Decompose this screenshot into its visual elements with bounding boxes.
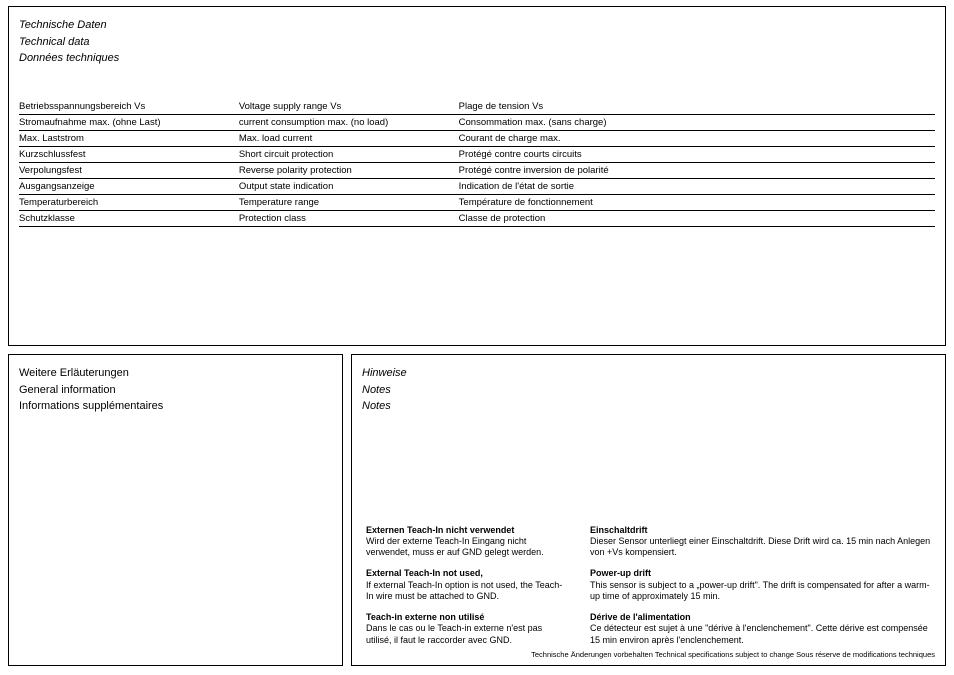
note-body: Wird der externe Teach-In Eingang nicht … <box>366 536 566 559</box>
note-title: Dérive de l'alimentation <box>590 612 931 623</box>
general-info-panel: Weitere Erläuterungen General informatio… <box>8 354 343 666</box>
bottom-row: Weitere Erläuterungen General informatio… <box>8 354 946 666</box>
technical-data-headings: Technische Daten Technical data Données … <box>19 17 935 67</box>
cell-fr: Température de fonctionnement <box>459 194 935 210</box>
note-block: Externen Teach-In nicht verwendet Wird d… <box>366 525 566 559</box>
table-row: TemperaturbereichTemperature rangeTempér… <box>19 194 935 210</box>
heading-en: Technical data <box>19 34 935 51</box>
spec-table-body: Betriebsspannungsbereich VsVoltage suppl… <box>19 97 935 227</box>
cell-en: current consumption max. (no load) <box>239 114 459 130</box>
cell-en: Protection class <box>239 210 459 226</box>
heading-fr: Notes <box>362 398 935 415</box>
cell-fr: Indication de l'état de sortie <box>459 178 935 194</box>
note-body: Dieser Sensor unterliegt einer Einschalt… <box>590 536 931 559</box>
notes-col-a: Externen Teach-In nicht verwendet Wird d… <box>366 525 566 656</box>
note-title: Einschaltdrift <box>590 525 931 536</box>
cell-de: Max. Laststrom <box>19 130 239 146</box>
cell-de: Temperaturbereich <box>19 194 239 210</box>
table-row: VerpolungsfestReverse polarity protectio… <box>19 162 935 178</box>
heading-en: General information <box>19 382 332 399</box>
cell-fr: Plage de tension Vs <box>459 97 935 115</box>
heading-fr: Données techniques <box>19 50 935 67</box>
cell-en: Temperature range <box>239 194 459 210</box>
cell-en: Voltage supply range Vs <box>239 97 459 115</box>
table-row: SchutzklasseProtection classClasse de pr… <box>19 210 935 226</box>
heading-en: Notes <box>362 382 935 399</box>
cell-en: Reverse polarity protection <box>239 162 459 178</box>
cell-en: Short circuit protection <box>239 146 459 162</box>
cell-de: Verpolungsfest <box>19 162 239 178</box>
footer-disclaimer: Technische Änderungen vorbehalten Techni… <box>362 650 935 659</box>
note-title: Teach-in externe non utilisé <box>366 612 566 623</box>
cell-de: Stromaufnahme max. (ohne Last) <box>19 114 239 130</box>
technical-data-panel: Technische Daten Technical data Données … <box>8 6 946 346</box>
cell-fr: Protégé contre courts circuits <box>459 146 935 162</box>
cell-fr: Protégé contre inversion de polarité <box>459 162 935 178</box>
note-body: Ce détecteur est sujet à une "dérive à l… <box>590 623 931 646</box>
note-body: Dans le cas ou le Teach-in externe n'est… <box>366 623 566 646</box>
cell-fr: Classe de protection <box>459 210 935 226</box>
heading-de: Weitere Erläuterungen <box>19 365 332 382</box>
note-block: Power-up drift This sensor is subject to… <box>590 568 931 602</box>
heading-de: Hinweise <box>362 365 935 382</box>
cell-fr: Courant de charge max. <box>459 130 935 146</box>
note-block: External Teach-In not used, If external … <box>366 568 566 602</box>
note-title: External Teach-In not used, <box>366 568 566 579</box>
note-title: Externen Teach-In nicht verwendet <box>366 525 566 536</box>
note-title: Power-up drift <box>590 568 931 579</box>
cell-de: Schutzklasse <box>19 210 239 226</box>
spec-table: Betriebsspannungsbereich VsVoltage suppl… <box>19 97 935 227</box>
notes-col-b: Einschaltdrift Dieser Sensor unterliegt … <box>590 525 931 656</box>
note-block: Teach-in externe non utilisé Dans le cas… <box>366 612 566 646</box>
table-row: KurzschlussfestShort circuit protectionP… <box>19 146 935 162</box>
general-info-headings: Weitere Erläuterungen General informatio… <box>19 365 332 415</box>
note-body: This sensor is subject to a „power-up dr… <box>590 580 931 603</box>
heading-fr: Informations supplémentaires <box>19 398 332 415</box>
cell-de: Ausgangsanzeige <box>19 178 239 194</box>
cell-en: Output state indication <box>239 178 459 194</box>
table-row: Betriebsspannungsbereich VsVoltage suppl… <box>19 97 935 115</box>
cell-de: Kurzschlussfest <box>19 146 239 162</box>
note-block: Einschaltdrift Dieser Sensor unterliegt … <box>590 525 931 559</box>
heading-de: Technische Daten <box>19 17 935 34</box>
note-body: If external Teach-In option is not used,… <box>366 580 566 603</box>
notes-panel: Hinweise Notes Notes Externen Teach-In n… <box>351 354 946 666</box>
note-block: Dérive de l'alimentation Ce détecteur es… <box>590 612 931 646</box>
notes-body: Externen Teach-In nicht verwendet Wird d… <box>362 525 935 656</box>
table-row: Max. LaststromMax. load currentCourant d… <box>19 130 935 146</box>
table-row: AusgangsanzeigeOutput state indicationIn… <box>19 178 935 194</box>
cell-fr: Consommation max. (sans charge) <box>459 114 935 130</box>
cell-de: Betriebsspannungsbereich Vs <box>19 97 239 115</box>
table-row: Stromaufnahme max. (ohne Last)current co… <box>19 114 935 130</box>
notes-headings: Hinweise Notes Notes <box>362 365 935 415</box>
cell-en: Max. load current <box>239 130 459 146</box>
